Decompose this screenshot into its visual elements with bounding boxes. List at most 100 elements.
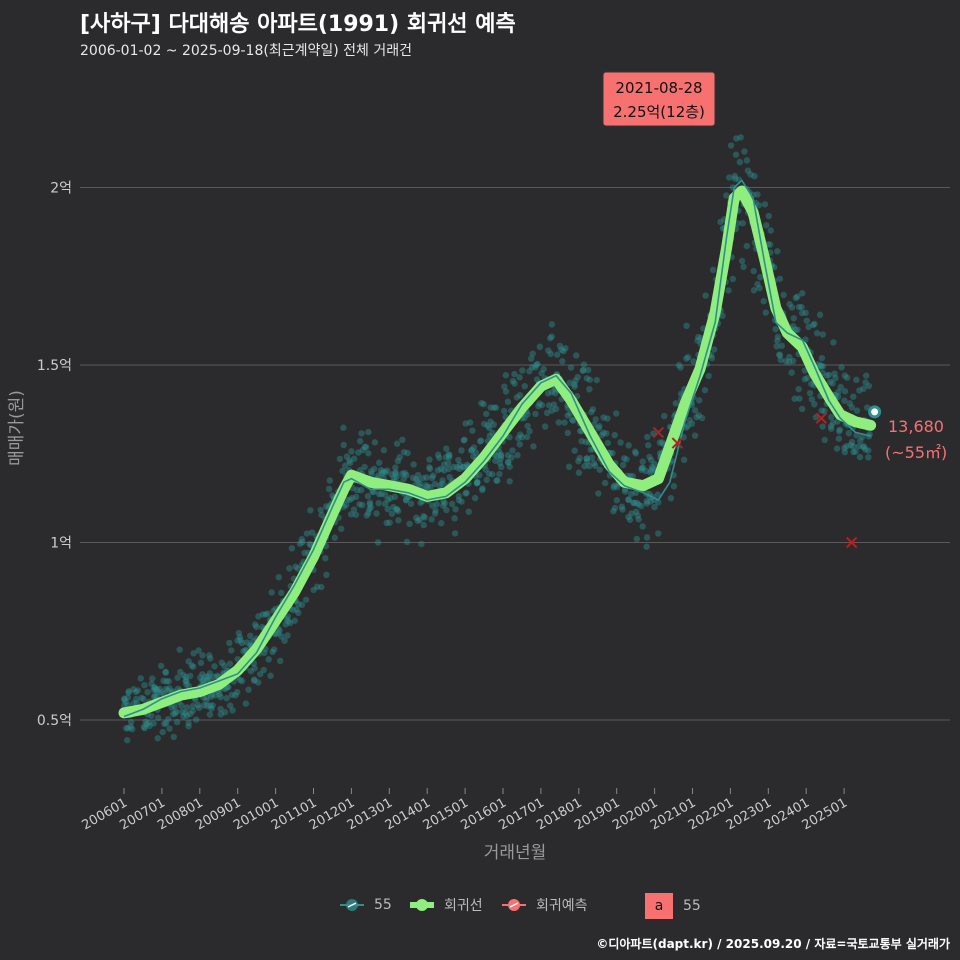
scatter-point xyxy=(587,446,594,453)
scatter-point xyxy=(572,377,579,384)
scatter-point xyxy=(725,287,732,294)
scatter-point xyxy=(197,659,205,667)
scatter-point xyxy=(751,172,758,180)
scatter-point xyxy=(182,673,189,681)
scatter-point xyxy=(548,388,555,396)
scatter-point xyxy=(857,437,864,444)
scatter-point xyxy=(286,565,293,572)
scatter-point xyxy=(211,663,218,670)
scatter-point xyxy=(420,521,427,529)
scatter-point xyxy=(438,520,445,527)
scatter-point xyxy=(601,479,609,487)
scatter-point xyxy=(654,491,661,498)
scatter-point xyxy=(625,496,632,503)
scatter-point xyxy=(441,500,448,507)
scatter-point xyxy=(456,465,463,473)
scatter-point xyxy=(561,419,568,426)
scatter-point xyxy=(387,494,394,502)
scatter-point xyxy=(708,355,716,362)
scatter-point xyxy=(633,535,640,543)
scatter-point xyxy=(733,135,740,142)
scatter-point xyxy=(639,458,646,465)
scatter-point xyxy=(754,281,761,288)
scatter-point xyxy=(151,684,158,692)
scatter-point xyxy=(200,702,208,709)
scatter-point xyxy=(226,660,234,667)
scatter-point xyxy=(610,508,617,515)
scatter-point xyxy=(504,398,512,405)
scatter-point xyxy=(187,672,194,680)
scatter-point xyxy=(626,516,634,523)
scatter-point xyxy=(137,675,144,682)
latest-point-marker xyxy=(868,405,882,419)
scatter-point xyxy=(831,370,838,377)
scatter-point xyxy=(526,368,533,375)
scatter-point xyxy=(455,456,462,464)
scatter-point xyxy=(468,447,475,454)
scatter-point xyxy=(346,459,354,467)
scatter-point xyxy=(633,499,641,507)
scatter-point xyxy=(497,455,504,462)
scatter-point xyxy=(504,458,512,466)
scatter-point xyxy=(358,430,365,437)
scatter-point xyxy=(439,477,446,484)
scatter-point xyxy=(377,466,385,474)
scatter-point xyxy=(596,466,603,473)
scatter-point xyxy=(185,719,192,727)
scatter-point xyxy=(340,441,347,449)
scatter-point xyxy=(460,464,467,471)
scatter-point xyxy=(500,407,508,415)
scatter-point xyxy=(596,423,603,430)
scatter-point xyxy=(348,495,356,502)
scatter-point xyxy=(484,422,491,429)
scatter-point xyxy=(216,691,223,698)
scatter-point xyxy=(509,377,517,385)
scatter-point xyxy=(196,674,204,681)
scatter-point xyxy=(635,516,642,523)
scatter-point xyxy=(490,404,498,411)
scatter-point xyxy=(298,535,305,543)
scatter-point xyxy=(180,671,187,679)
scatter-point xyxy=(205,673,212,680)
scatter-point xyxy=(341,462,349,469)
scatter-point xyxy=(207,655,214,662)
scatter-point xyxy=(695,333,702,341)
scatter-point xyxy=(548,333,555,340)
scatter-point xyxy=(586,462,593,470)
scatter-point xyxy=(173,708,180,715)
scatter-point xyxy=(262,611,269,618)
scatter-point xyxy=(392,470,399,478)
scatter-point xyxy=(458,447,465,454)
scatter-point xyxy=(323,503,330,510)
legend-item-regression: 회귀선 xyxy=(410,895,483,915)
scatter-point xyxy=(138,694,145,702)
y-tick-label: 0.5억 xyxy=(37,713,72,729)
scatter-point xyxy=(124,694,131,701)
scatter-point xyxy=(469,427,476,434)
scatter-point xyxy=(343,453,351,460)
scatter-point xyxy=(419,474,427,482)
scatter-point xyxy=(140,723,148,731)
scatter-point xyxy=(207,693,215,700)
scatter-point xyxy=(278,589,285,597)
scatter-point xyxy=(581,463,588,470)
scatter-point xyxy=(736,158,744,166)
scatter-point xyxy=(470,444,478,451)
scatter-point xyxy=(743,242,751,250)
scatter-point xyxy=(670,483,678,490)
scatter-point xyxy=(643,534,651,541)
scatter-point xyxy=(400,475,407,483)
scatter-point xyxy=(245,686,252,693)
scatter-point xyxy=(237,636,244,644)
forecast-marker xyxy=(652,426,665,439)
scatter-point xyxy=(284,613,292,620)
scatter-point xyxy=(124,725,132,732)
scatter-point xyxy=(313,583,321,590)
scatter-point xyxy=(567,364,575,371)
scatter-point xyxy=(158,689,165,696)
scatter-point xyxy=(497,452,505,460)
scatter-point xyxy=(140,695,147,703)
scatter-point xyxy=(859,443,867,450)
scatter-point xyxy=(795,385,802,393)
scatter-point xyxy=(562,345,569,352)
